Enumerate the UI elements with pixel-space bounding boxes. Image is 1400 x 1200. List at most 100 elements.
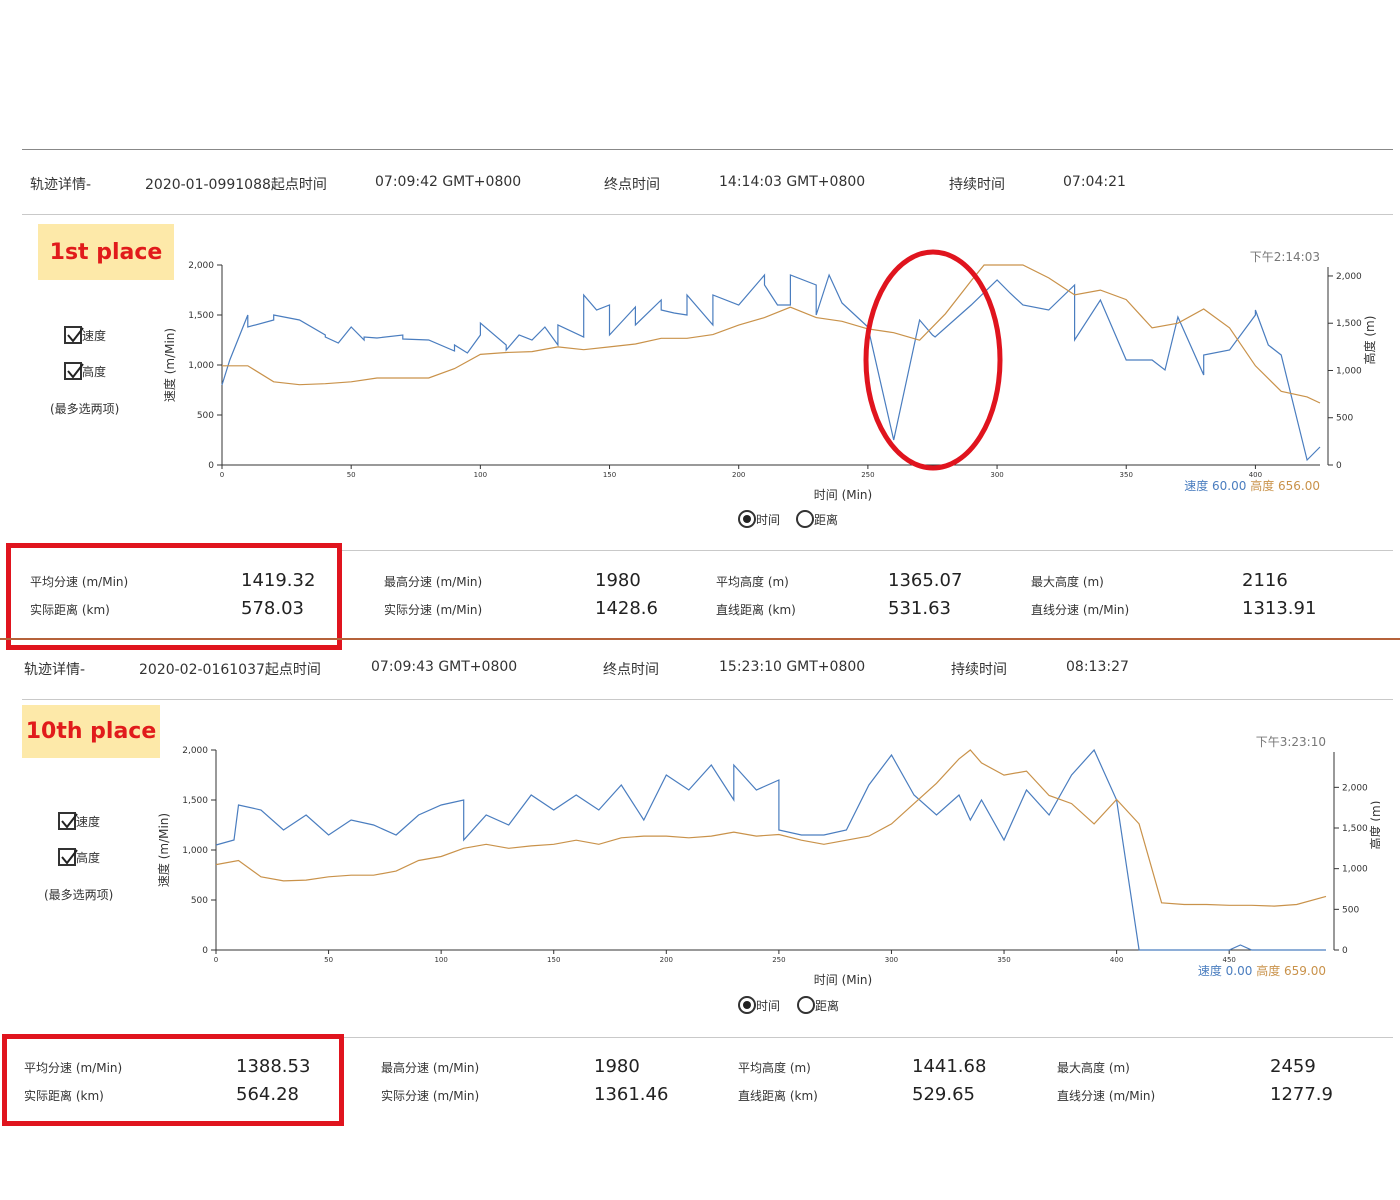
stat-label: 实际分速 (m/Min) (381, 1089, 480, 1103)
x-tick-label: 150 (547, 956, 560, 964)
radio-distance[interactable]: 距离 (797, 996, 839, 1014)
radio-time-label: 时间 (756, 512, 781, 527)
checkbox-checked-icon[interactable] (58, 812, 78, 830)
x-tick-label: 450 (1222, 956, 1235, 964)
speed-checkbox-row[interactable]: 速度 (58, 812, 100, 830)
x-tick-label: 50 (324, 956, 333, 964)
radio-icon[interactable] (796, 510, 814, 528)
top-divider (22, 149, 1393, 150)
speed-series-line (221, 273, 1321, 462)
stat-value: 578.03 (241, 598, 304, 619)
legend-altitude: 高度 659.00 (1256, 963, 1326, 978)
track-id-start-label: 2020-01-0991088起点时间 (145, 177, 327, 193)
stat-value: 1441.68 (912, 1056, 987, 1077)
altitude-checkbox-label: 高度 (82, 364, 107, 379)
y-axis-title-left: 速度 (m/Min) (156, 813, 171, 887)
legend-speed: 速度 60.00 (1184, 478, 1250, 493)
x-tick-label: 0 (220, 471, 224, 479)
y-tick-label: 0 (202, 946, 208, 956)
x-tick-label: 350 (997, 956, 1010, 964)
altitude-checkbox-row[interactable]: 高度 (64, 362, 106, 380)
x-tick-label: 150 (603, 471, 616, 479)
x-tick-label: 50 (347, 471, 356, 479)
y2-tick-label: 1,000 (1336, 366, 1362, 376)
altitude-series-line (222, 264, 1321, 404)
y-tick-label: 1,500 (182, 796, 208, 806)
y-tick-label: 1,000 (188, 361, 214, 371)
x-tick-label: 400 (1110, 956, 1123, 964)
x-tick-label: 200 (660, 956, 673, 964)
y-tick-label: 0 (208, 461, 214, 471)
x-tick-label: 300 (990, 471, 1003, 479)
stat-label: 实际分速 (m/Min) (384, 603, 483, 617)
stat-value: 529.65 (912, 1084, 975, 1105)
radio-icon[interactable] (738, 996, 756, 1014)
rank-badge: 10th place (22, 705, 160, 758)
y-axis-title-right: 高度 (m) (1362, 316, 1377, 365)
radio-time-label: 时间 (756, 998, 781, 1013)
radio-icon[interactable] (738, 510, 756, 528)
x-tick-label: 400 (1249, 471, 1262, 479)
stat-value: 2116 (1242, 570, 1288, 591)
duration-label: 持续时间 (949, 177, 1005, 193)
stat-label: 直线分速 (m/Min) (1057, 1089, 1156, 1103)
radio-time[interactable]: 时间 (738, 510, 780, 528)
stat-label: 平均高度 (m) (716, 575, 789, 589)
start-time: 07:09:43 GMT+0800 (371, 659, 518, 675)
radio-icon[interactable] (797, 996, 815, 1014)
stat-value: 1388.53 (236, 1056, 311, 1077)
start-time: 07:09:42 GMT+0800 (375, 174, 522, 190)
stat-value: 1980 (595, 570, 641, 591)
stat-label: 最大高度 (m) (1057, 1061, 1130, 1075)
x-tick-label: 100 (434, 956, 447, 964)
speed-checkbox-label: 速度 (82, 328, 107, 343)
x-axis-title: 时间 (Min) (814, 973, 872, 987)
track-chart: 0 500 1,000 1,500 2,000 0 500 1,000 1,500 2,000 0 5… (156, 735, 1380, 987)
end-time: 14:14:03 GMT+0800 (719, 174, 866, 190)
x-tick-label: 250 (861, 471, 874, 479)
header-divider (22, 214, 1393, 215)
y2-tick-label: 2,000 (1342, 783, 1368, 793)
stat-value: 1365.07 (888, 570, 963, 591)
duration-label: 持续时间 (951, 662, 1007, 678)
y-tick-label: 2,000 (188, 261, 214, 271)
legend-speed: 速度 0.00 (1198, 963, 1256, 978)
y2-tick-label: 0 (1342, 946, 1348, 956)
y2-tick-label: 0 (1336, 461, 1342, 471)
end-time-label: 终点时间 (604, 177, 660, 193)
stat-label: 实际距离 (km) (24, 1089, 104, 1103)
x-tick-label: 100 (474, 471, 487, 479)
max-selection-hint: (最多选两项) (50, 402, 120, 416)
checkbox-checked-icon[interactable] (64, 362, 84, 380)
speed-checkbox-row[interactable]: 速度 (64, 326, 106, 344)
time-marker: 下午2:14:03 (1250, 250, 1320, 264)
y2-tick-label: 1,500 (1336, 319, 1362, 329)
highlight-box (2, 1034, 344, 1126)
y2-tick-label: 500 (1342, 905, 1359, 915)
stat-label: 最大高度 (m) (1031, 575, 1104, 589)
y-tick-label: 1,500 (188, 311, 214, 321)
stat-value: 531.63 (888, 598, 951, 619)
stat-label: 实际距离 (km) (30, 603, 110, 617)
altitude-series-line (215, 749, 1327, 907)
chart-legend: 速度 60.00 高度 656.00 (1184, 478, 1320, 493)
checkbox-checked-icon[interactable] (64, 326, 84, 344)
y-axis-title-left: 速度 (m/Min) (162, 328, 177, 402)
speed-checkbox-label: 速度 (76, 814, 101, 829)
stats-divider (340, 550, 1393, 551)
stat-value: 564.28 (236, 1084, 299, 1105)
y-tick-label: 2,000 (182, 746, 208, 756)
radio-distance[interactable]: 距离 (796, 510, 838, 528)
highlight-box (6, 543, 342, 650)
x-tick-label: 0 (214, 956, 218, 964)
radio-distance-label: 距离 (814, 512, 839, 527)
x-tick-label: 250 (772, 956, 785, 964)
track-id-start-label: 2020-02-0161037起点时间 (139, 662, 321, 678)
y2-tick-label: 1,500 (1342, 824, 1368, 834)
speed-series-line (215, 748, 1326, 951)
radio-time[interactable]: 时间 (738, 996, 780, 1014)
header-divider (22, 699, 1393, 700)
stat-value: 2459 (1270, 1056, 1316, 1077)
altitude-checkbox-row[interactable]: 高度 (58, 848, 100, 866)
checkbox-checked-icon[interactable] (58, 848, 78, 866)
